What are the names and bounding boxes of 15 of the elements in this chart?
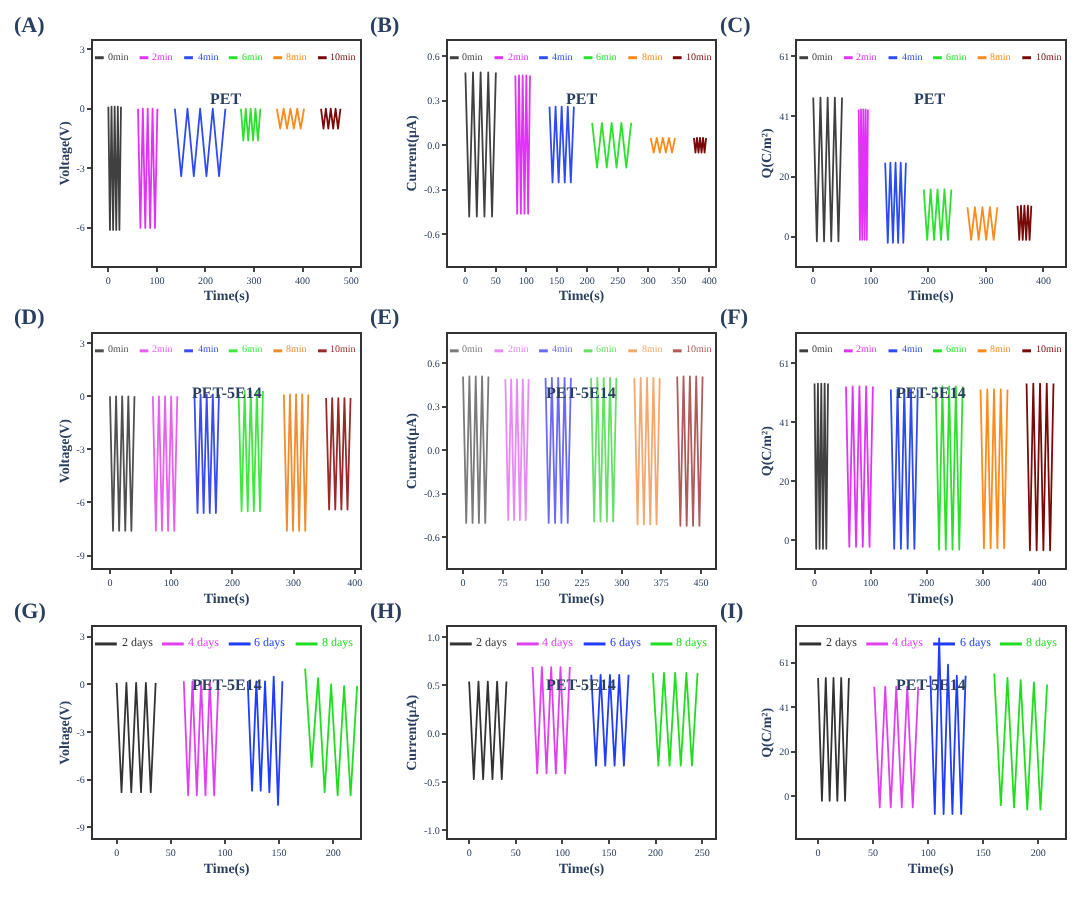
text: (A) (14, 14, 46, 38)
text: PET (914, 90, 947, 108)
text: (E) (370, 306, 400, 330)
text: (C) (720, 14, 752, 38)
text: (F) (720, 306, 749, 330)
line-series (304, 667, 359, 797)
text: (B) (370, 14, 400, 38)
text: PET (210, 90, 243, 108)
text: (D) (14, 306, 46, 330)
text: (H) (370, 600, 403, 624)
text: PET-5E14 (192, 384, 262, 402)
text: (I) (720, 600, 744, 624)
line-series (993, 672, 1048, 811)
text: PET (566, 90, 599, 108)
text: (G) (14, 600, 47, 624)
